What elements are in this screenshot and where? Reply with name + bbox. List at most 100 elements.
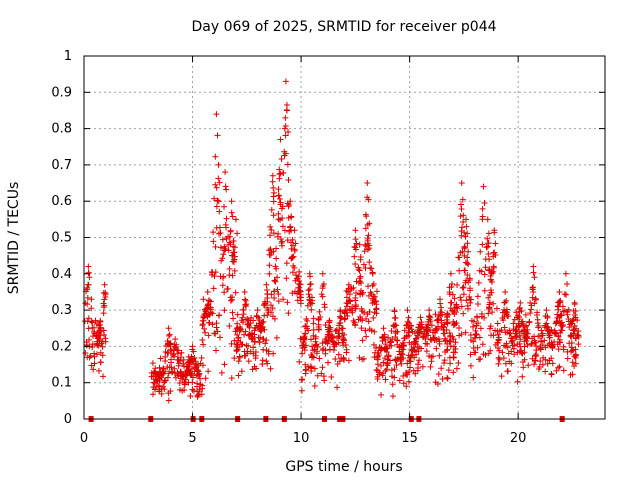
- data-point: [217, 244, 224, 251]
- data-point: [371, 299, 378, 306]
- data-point: [91, 324, 98, 331]
- data-point: [472, 330, 479, 337]
- data-point: [287, 198, 294, 205]
- data-point: [212, 269, 219, 276]
- data-point: [397, 358, 404, 365]
- data-point: [487, 323, 494, 330]
- data-point: [151, 386, 158, 393]
- data-point: [249, 331, 256, 338]
- data-point: [363, 333, 370, 340]
- data-point: [358, 325, 365, 332]
- data-point: [171, 365, 178, 372]
- data-point: [490, 300, 497, 307]
- data-point: [517, 336, 524, 343]
- data-point: [226, 272, 233, 279]
- data-point: [458, 180, 465, 187]
- data-point: [291, 246, 298, 253]
- data-point: [344, 300, 351, 307]
- data-point: [537, 358, 544, 365]
- data-point: [364, 180, 371, 187]
- data-point: [374, 367, 381, 374]
- x-axis-label: GPS time / hours: [285, 459, 402, 475]
- data-point: [302, 367, 309, 374]
- data-point: [474, 293, 481, 300]
- data-point: [352, 236, 359, 243]
- data-point: [84, 284, 91, 291]
- data-point: [477, 248, 484, 255]
- data-point: [444, 374, 451, 381]
- data-point: [484, 235, 491, 242]
- data-point: [458, 331, 465, 338]
- data-point: [572, 307, 579, 314]
- data-point: [327, 324, 334, 331]
- data-point: [179, 373, 186, 380]
- data-point: [427, 363, 434, 370]
- data-point: [310, 354, 317, 361]
- data-point: [270, 189, 277, 196]
- data-point: [481, 199, 488, 206]
- y-tick-label: 0.3: [51, 303, 72, 318]
- data-point: [211, 330, 218, 337]
- data-point: [85, 325, 92, 332]
- data-point: [428, 358, 435, 365]
- data-point: [307, 363, 314, 370]
- y-tick-label: 0: [64, 412, 72, 427]
- data-point: [232, 216, 239, 223]
- data-point: [546, 334, 553, 341]
- data-point: [259, 318, 266, 325]
- data-point: [102, 289, 109, 296]
- data-point: [359, 317, 366, 324]
- data-point: [238, 341, 245, 348]
- data-point: [219, 236, 226, 243]
- data-point: [319, 347, 326, 354]
- x-tick-label: 0: [80, 431, 88, 446]
- data-point: [490, 264, 497, 271]
- data-point: [320, 280, 327, 287]
- data-point: [226, 233, 233, 240]
- data-point: [269, 305, 276, 312]
- data-point: [502, 329, 509, 336]
- data-point: [406, 364, 413, 371]
- data-point: [386, 342, 393, 349]
- data-point: [273, 334, 280, 341]
- data-point: [443, 326, 450, 333]
- data-point: [101, 281, 108, 288]
- data-point: [269, 313, 276, 320]
- data-point: [436, 352, 443, 359]
- data-point: [367, 265, 374, 272]
- data-point: [150, 379, 157, 386]
- data-point: [93, 351, 100, 358]
- data-point: [424, 341, 431, 348]
- data-point: [480, 183, 487, 190]
- data-point: [418, 321, 425, 328]
- data-point: [543, 307, 550, 314]
- data-point: [210, 238, 217, 245]
- data-point: [164, 374, 171, 381]
- data-point: [381, 355, 388, 362]
- data-point: [516, 328, 523, 335]
- data-point: [102, 335, 109, 342]
- data-point: [366, 245, 373, 252]
- data-point: [201, 325, 208, 332]
- data-point: [280, 296, 287, 303]
- data-point: [523, 335, 530, 342]
- data-point: [236, 354, 243, 361]
- data-point: [209, 321, 216, 328]
- data-point: [318, 370, 325, 377]
- data-point: [263, 358, 270, 365]
- data-point: [513, 330, 520, 337]
- x-tick-label: 15: [401, 431, 418, 446]
- data-point: [486, 292, 493, 299]
- data-point: [396, 377, 403, 384]
- data-point: [306, 286, 313, 293]
- data-point: [537, 346, 544, 353]
- data-point: [235, 358, 242, 365]
- data-point: [566, 324, 573, 331]
- data-point: [340, 336, 347, 343]
- data-point: [258, 320, 265, 327]
- y-tick-label: 0.9: [51, 85, 72, 100]
- data-point: [343, 287, 350, 294]
- data-point: [295, 278, 302, 285]
- data-point: [555, 346, 562, 353]
- data-point: [441, 335, 448, 342]
